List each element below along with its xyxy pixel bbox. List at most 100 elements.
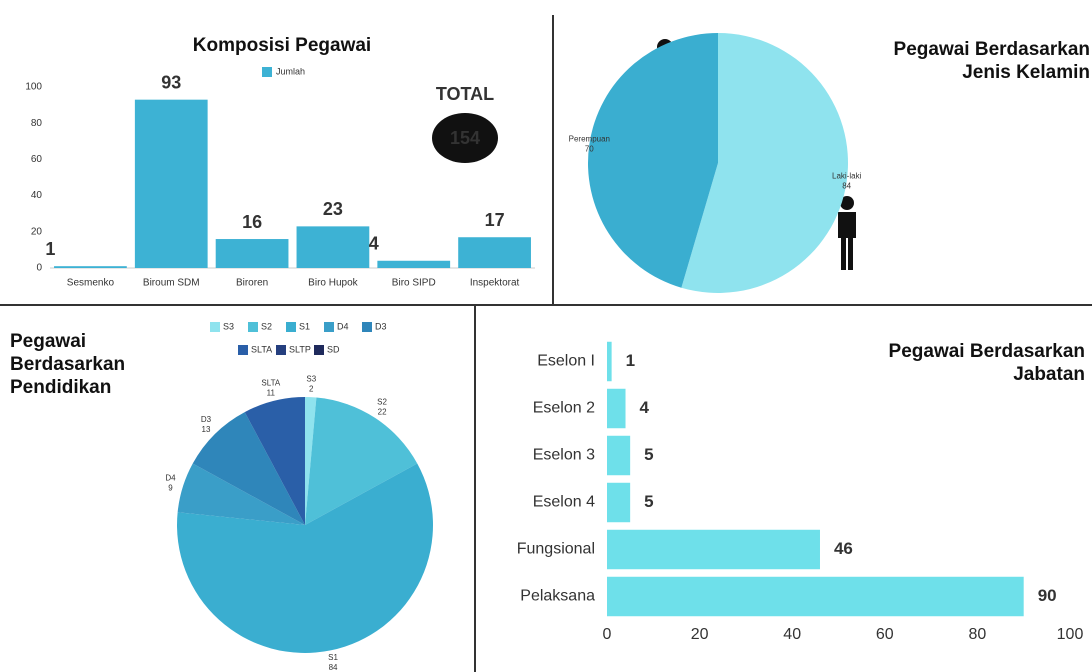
y-tick-label: Eselon 2 — [533, 400, 595, 417]
male-icon — [838, 196, 856, 270]
total-badge — [432, 113, 498, 163]
slice-label: D3 — [201, 415, 212, 424]
x-tick-label: 40 — [783, 626, 801, 643]
legend-swatch — [248, 322, 258, 332]
slice-label: Laki-laki — [832, 172, 862, 181]
slice-label: S2 — [377, 397, 387, 406]
value-label: 46 — [834, 539, 853, 558]
bar — [607, 435, 631, 476]
bar — [607, 482, 631, 523]
pie-slice — [176, 463, 433, 653]
legend-label: SD — [327, 344, 340, 354]
value-label: 23 — [323, 199, 343, 219]
value-label: 4 — [640, 398, 650, 417]
y-tick-label: 80 — [31, 118, 43, 129]
slice-value: 11 — [267, 389, 276, 398]
x-tick-label: Biroren — [236, 278, 268, 289]
pie-slice — [192, 412, 305, 525]
x-tick-label: 60 — [876, 626, 894, 643]
slice-label: D4 — [165, 473, 176, 482]
value-label: 17 — [485, 210, 505, 230]
legend-swatch — [238, 345, 248, 355]
bar — [296, 226, 370, 268]
value-label: 93 — [161, 72, 181, 92]
slice-label: S3 — [306, 374, 316, 383]
value-label: 1 — [45, 239, 55, 259]
total-value: 154 — [450, 128, 480, 148]
pie-slice — [177, 463, 305, 525]
bar — [458, 237, 531, 268]
value-label: 4 — [369, 234, 379, 254]
x-tick-label: 80 — [969, 626, 987, 643]
slice-value: 2 — [309, 384, 314, 393]
slice-value: 84 — [329, 663, 338, 672]
legend-swatch — [286, 322, 296, 332]
legend-swatch — [210, 322, 220, 332]
bar — [607, 529, 820, 570]
x-tick-label: 0 — [603, 626, 612, 643]
legend-label: D3 — [375, 321, 387, 331]
x-tick-label: 100 — [1057, 626, 1084, 643]
slice-value: 22 — [378, 407, 387, 416]
bar — [134, 99, 208, 268]
y-tick-label: Fungsional — [517, 541, 595, 558]
slice-value: 9 — [168, 483, 173, 492]
legend-swatch — [276, 345, 286, 355]
chart-title: Komposisi Pegawai — [192, 35, 372, 56]
legend-swatch — [362, 322, 372, 332]
total-label: TOTAL — [436, 84, 494, 104]
bar — [607, 341, 612, 382]
legend-swatch — [324, 322, 334, 332]
value-label: 90 — [1038, 586, 1057, 605]
chart-title: Pegawai Berdasarkan Jenis Kelamin — [893, 39, 1090, 83]
y-tick-label: Eselon 3 — [533, 447, 595, 464]
y-tick-label: 0 — [36, 263, 42, 274]
y-tick-label: Pelaksana — [520, 588, 595, 605]
y-tick-label: Eselon I — [537, 353, 595, 370]
x-tick-label: Inspektorat — [470, 278, 520, 289]
y-tick-label: 20 — [31, 226, 43, 237]
bar — [377, 260, 451, 268]
legend-label: SLTA — [251, 344, 272, 354]
slice-value: 70 — [585, 145, 594, 154]
x-tick-label: 20 — [691, 626, 709, 643]
slice-label: SLTA — [261, 379, 280, 388]
legend-label: SLTP — [289, 344, 311, 354]
legend-label: S2 — [261, 321, 272, 331]
legend-label: S1 — [299, 321, 310, 331]
x-tick-label: Biro SIPD — [392, 278, 436, 289]
y-tick-label: 60 — [31, 154, 43, 165]
slice-value: 84 — [842, 182, 851, 191]
slice-label: Perempuan — [569, 135, 610, 144]
x-tick-label: Biro Hupok — [308, 278, 358, 289]
pie-slice — [305, 397, 418, 525]
x-tick-label: Sesmenko — [67, 278, 115, 289]
bar — [607, 576, 1024, 617]
slice-label: S1 — [328, 653, 338, 662]
pie-slice — [244, 397, 305, 525]
legend-swatch — [314, 345, 324, 355]
slice-value: 13 — [202, 425, 211, 434]
value-label: 1 — [626, 351, 635, 370]
y-tick-label: Eselon 4 — [533, 494, 595, 511]
pie-slice — [305, 397, 317, 525]
bar — [54, 266, 127, 268]
chart-title: Pegawai Berdasarkan Pendidikan — [10, 331, 126, 398]
value-label: 5 — [644, 445, 653, 464]
pie-slice — [681, 33, 848, 294]
bar — [215, 239, 289, 268]
x-tick-label: Biroum SDM — [143, 278, 200, 289]
y-tick-label: 100 — [25, 82, 42, 93]
legend-label: S3 — [223, 321, 234, 331]
y-tick-label: 40 — [31, 190, 43, 201]
legend-label: Jumlah — [276, 66, 305, 76]
legend-swatch — [262, 67, 272, 77]
legend-label: D4 — [337, 321, 349, 331]
value-label: 16 — [242, 212, 262, 232]
bar — [607, 388, 626, 429]
pie-slice — [587, 33, 718, 288]
chart-title: Pegawai Berdasarkan Jabatan — [888, 341, 1085, 385]
value-label: 5 — [644, 492, 653, 511]
